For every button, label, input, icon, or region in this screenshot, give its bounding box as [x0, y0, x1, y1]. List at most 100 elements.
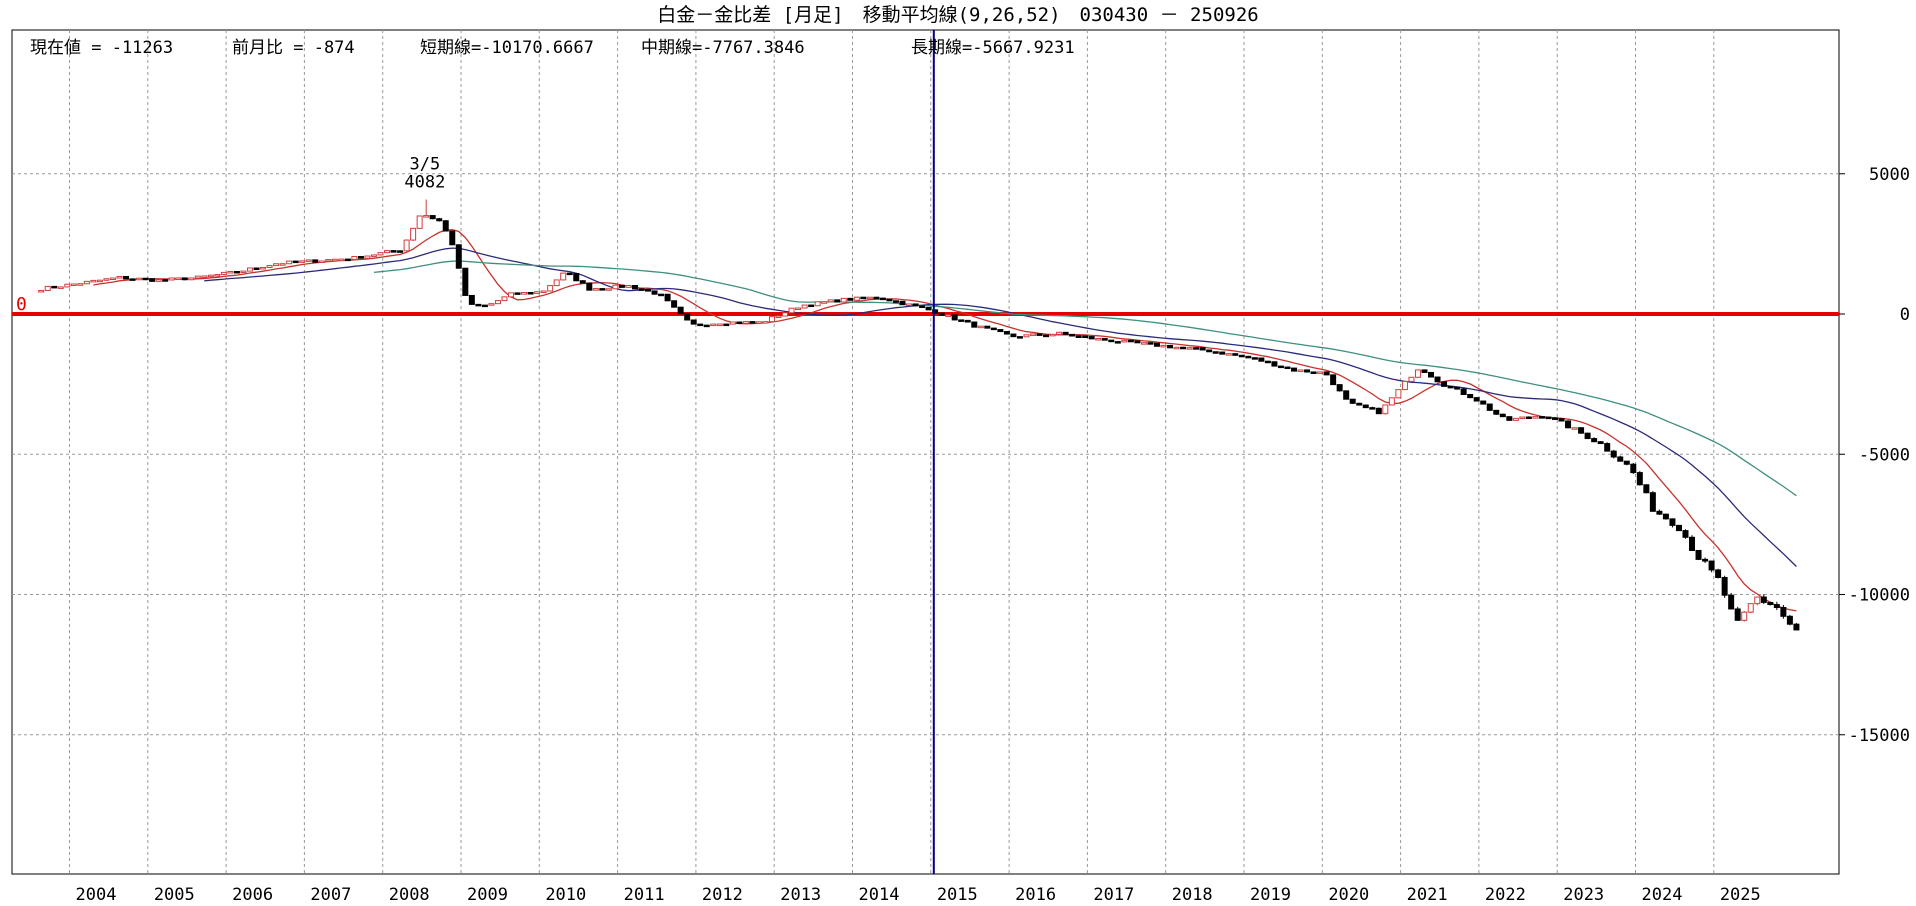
candle — [631, 285, 638, 290]
candle — [136, 277, 143, 281]
candle — [357, 256, 364, 259]
candle — [214, 273, 221, 277]
candle-body-down — [599, 288, 606, 291]
candle — [1310, 371, 1317, 374]
candle-body-down — [462, 267, 469, 296]
candle-body-up — [194, 275, 201, 279]
candle-body-down — [1003, 331, 1010, 335]
candle — [1512, 417, 1519, 421]
candle-body-down — [834, 299, 841, 303]
candle — [1486, 403, 1493, 411]
candle — [847, 297, 854, 301]
candle — [279, 263, 286, 266]
candle — [1108, 339, 1115, 343]
candle — [1682, 529, 1689, 539]
candle — [1290, 367, 1297, 372]
candle-body-down — [1375, 407, 1382, 415]
candle-body-down — [1277, 365, 1284, 369]
candle-body-down — [638, 288, 645, 291]
candle-body-down — [860, 296, 867, 300]
candle — [645, 289, 652, 292]
candle-body-up — [840, 297, 847, 303]
candle — [1623, 460, 1630, 466]
candle — [1147, 342, 1154, 345]
candle — [1356, 402, 1363, 406]
candle-body-up — [1741, 611, 1748, 621]
y-tick-label: 0 — [1900, 305, 1910, 325]
candle-body-down — [1180, 346, 1187, 350]
candle — [664, 293, 671, 302]
candle — [90, 279, 97, 283]
candle-body-down — [1623, 460, 1630, 465]
candle — [507, 292, 514, 298]
candle — [488, 303, 495, 306]
candle-body-up — [109, 277, 116, 281]
candle — [1734, 606, 1741, 621]
candle — [768, 316, 775, 323]
candle — [1760, 594, 1767, 605]
x-tick-label: 2008 — [389, 885, 430, 905]
candle-body-up — [1029, 333, 1036, 336]
candle — [1193, 347, 1200, 350]
candle-body-up — [57, 286, 64, 289]
candle — [1617, 455, 1624, 462]
candle-body-down — [579, 280, 586, 284]
candle — [1747, 603, 1754, 614]
candle — [462, 267, 469, 296]
candle — [1317, 371, 1324, 374]
candle-body-up — [64, 283, 71, 288]
candle — [162, 279, 169, 282]
candle — [227, 270, 234, 274]
candle — [1454, 386, 1461, 390]
candle-body-down — [1591, 438, 1598, 443]
candle-body-up — [1317, 371, 1324, 374]
candle-body-up — [103, 278, 110, 281]
candle-body-up — [1532, 416, 1539, 419]
candle-body-down — [1010, 333, 1017, 338]
candle — [494, 300, 501, 305]
candle — [103, 278, 110, 281]
candle — [370, 254, 377, 257]
candle — [331, 258, 338, 262]
candle — [1695, 549, 1702, 561]
candle — [1199, 347, 1206, 351]
candle-body-down — [1675, 524, 1682, 532]
candle-body-up — [70, 283, 77, 286]
candle-body-down — [847, 297, 854, 301]
candle — [1251, 357, 1258, 360]
candle — [1330, 374, 1337, 386]
candle-body-down — [1467, 394, 1474, 399]
candle-body-down — [390, 250, 397, 253]
candle — [560, 272, 567, 281]
candle — [1056, 331, 1063, 335]
candle — [919, 305, 926, 308]
candle-body-down — [1662, 513, 1669, 520]
candle — [840, 297, 847, 303]
candle-body-down — [1780, 607, 1787, 617]
candle — [1636, 471, 1643, 486]
candle — [762, 321, 769, 324]
candle — [455, 244, 462, 269]
candle — [1643, 484, 1650, 494]
candle-body-down — [344, 258, 351, 262]
candle-body-down — [1258, 357, 1265, 362]
candle — [1232, 353, 1239, 356]
candle — [1715, 568, 1722, 579]
candle — [1630, 462, 1637, 474]
candle — [1649, 491, 1656, 512]
candle-body-up — [827, 299, 834, 303]
candle-body-down — [1343, 390, 1350, 400]
candle — [1180, 346, 1187, 350]
candle — [116, 275, 123, 279]
candle — [958, 319, 965, 322]
candle-body-up — [364, 255, 371, 259]
candle — [1258, 357, 1265, 362]
ma-line-26 — [204, 247, 1797, 567]
x-tick-label: 2024 — [1642, 885, 1683, 905]
candle-body-up — [96, 279, 103, 283]
candle-body-up — [44, 285, 51, 291]
candle — [123, 275, 130, 280]
candle-body-down — [645, 289, 652, 292]
candle — [566, 272, 573, 276]
